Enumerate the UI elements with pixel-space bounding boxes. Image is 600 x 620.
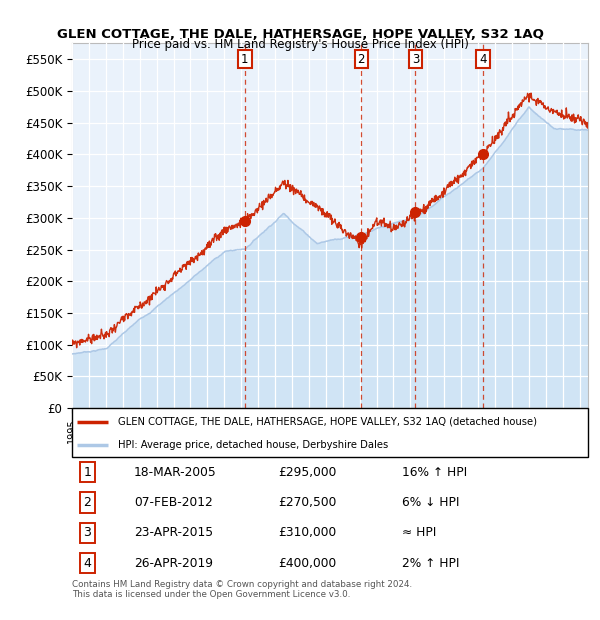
Text: £400,000: £400,000	[278, 557, 337, 570]
Text: 4: 4	[479, 53, 487, 66]
Text: £295,000: £295,000	[278, 466, 337, 479]
Text: Price paid vs. HM Land Registry's House Price Index (HPI): Price paid vs. HM Land Registry's House …	[131, 38, 469, 51]
Text: 07-FEB-2012: 07-FEB-2012	[134, 496, 212, 509]
Text: £270,500: £270,500	[278, 496, 337, 509]
Text: 2: 2	[358, 53, 365, 66]
Text: 2: 2	[83, 496, 91, 509]
Text: 6% ↓ HPI: 6% ↓ HPI	[402, 496, 460, 509]
Text: 16% ↑ HPI: 16% ↑ HPI	[402, 466, 467, 479]
Text: 3: 3	[83, 526, 91, 539]
Text: 18-MAR-2005: 18-MAR-2005	[134, 466, 217, 479]
Text: ≈ HPI: ≈ HPI	[402, 526, 437, 539]
Text: HPI: Average price, detached house, Derbyshire Dales: HPI: Average price, detached house, Derb…	[118, 440, 389, 450]
FancyBboxPatch shape	[72, 408, 588, 457]
Text: Contains HM Land Registry data © Crown copyright and database right 2024.
This d: Contains HM Land Registry data © Crown c…	[72, 580, 412, 600]
Text: 2% ↑ HPI: 2% ↑ HPI	[402, 557, 460, 570]
Text: 1: 1	[83, 466, 91, 479]
Text: GLEN COTTAGE, THE DALE, HATHERSAGE, HOPE VALLEY, S32 1AQ: GLEN COTTAGE, THE DALE, HATHERSAGE, HOPE…	[56, 28, 544, 41]
Text: £310,000: £310,000	[278, 526, 337, 539]
Text: 1: 1	[241, 53, 248, 66]
Text: GLEN COTTAGE, THE DALE, HATHERSAGE, HOPE VALLEY, S32 1AQ (detached house): GLEN COTTAGE, THE DALE, HATHERSAGE, HOPE…	[118, 417, 538, 427]
Text: 3: 3	[412, 53, 419, 66]
Text: 23-APR-2015: 23-APR-2015	[134, 526, 213, 539]
Text: 26-APR-2019: 26-APR-2019	[134, 557, 213, 570]
Text: 4: 4	[83, 557, 91, 570]
